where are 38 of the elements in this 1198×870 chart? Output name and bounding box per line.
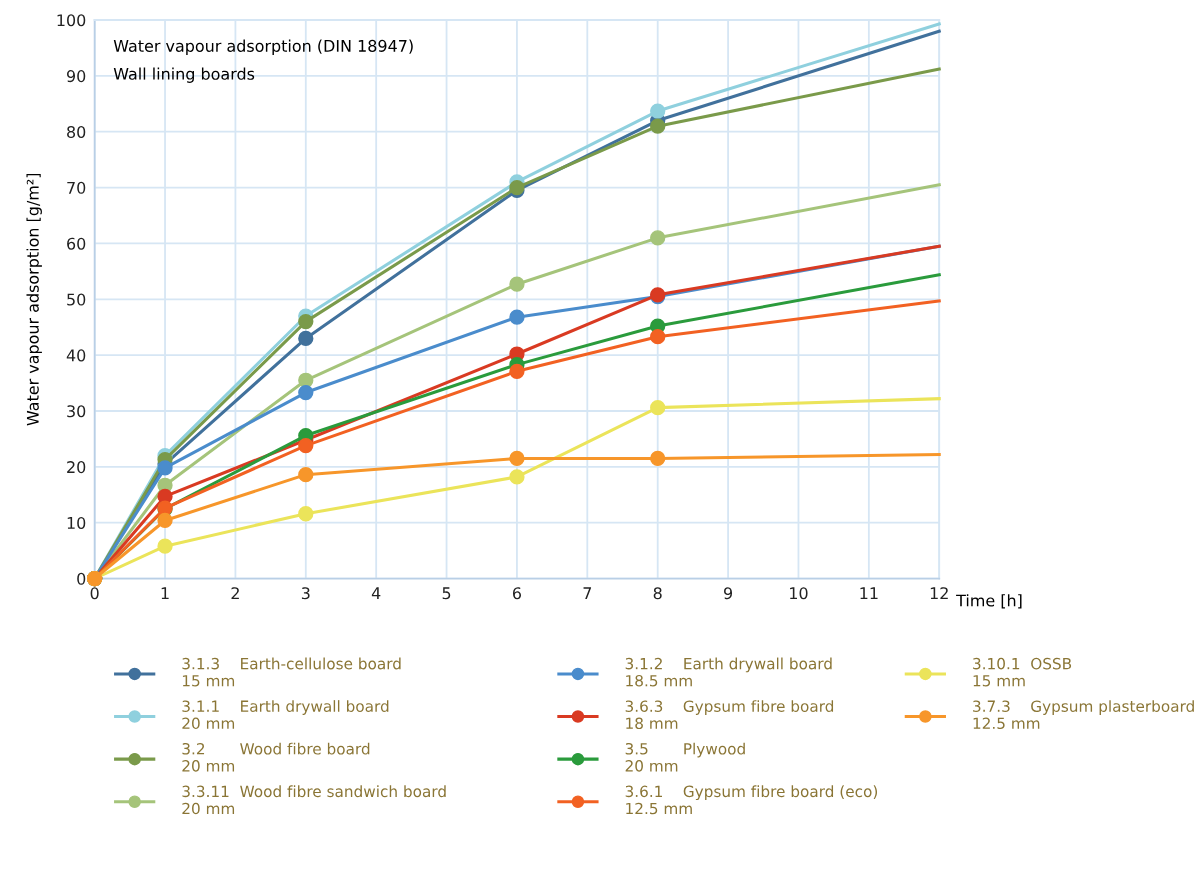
legend-label: 3.1.1 Earth drywall board 20 mm bbox=[182, 700, 389, 730]
x-tick-label: 12 bbox=[930, 587, 948, 600]
y-tick-label: 70 bbox=[67, 181, 86, 194]
legend-label: 3.1.3 Earth-cellulose board 15 mm bbox=[182, 657, 401, 687]
legend-label: 3.10.1 OSSB 15 mm bbox=[973, 657, 1072, 687]
y-tick-label: 0 bbox=[77, 572, 86, 585]
y-axis-title: Water vapour adsorption [g/m²] bbox=[26, 173, 42, 426]
y-tick-label: 90 bbox=[66, 70, 86, 83]
x-tick-label: 3 bbox=[301, 587, 310, 600]
x-tick-label: 4 bbox=[371, 587, 381, 600]
legend-label: 3.6.1 Gypsum fibre board (eco) 12.5 mm bbox=[625, 785, 878, 815]
legend-label: 3.1.2 Earth drywall board 18.5 mm bbox=[625, 657, 832, 687]
x-tick-label: 9 bbox=[724, 587, 733, 600]
y-tick-label: 60 bbox=[67, 237, 86, 250]
legend-label: 3.5 Plywood 20 mm bbox=[625, 742, 745, 772]
y-tick-label: 30 bbox=[67, 405, 86, 418]
x-tick-label: 10 bbox=[790, 587, 808, 600]
annotation: Wall lining boards bbox=[113, 67, 255, 83]
y-tick-label: 100 bbox=[57, 14, 86, 27]
x-tick-label: 2 bbox=[231, 587, 239, 600]
y-tick-label: 50 bbox=[67, 293, 86, 306]
legend-label: 3.2 Wood fibre board 20 mm bbox=[182, 742, 370, 772]
x-tick-label: 1 bbox=[161, 587, 169, 600]
annotation: Water vapour adsorption (DIN 18947) bbox=[113, 39, 413, 56]
x-axis-title: Time [h] bbox=[956, 594, 1022, 609]
x-tick-label: 6 bbox=[512, 587, 522, 600]
legend-label: 3.3.11 Wood fibre sandwich board 20 mm bbox=[182, 785, 446, 815]
x-tick-label: 8 bbox=[653, 587, 662, 600]
y-tick-label: 10 bbox=[67, 516, 86, 529]
x-tick-label: 5 bbox=[442, 587, 451, 600]
legend-label: 3.6.3 Gypsum fibre board 18 mm bbox=[625, 700, 834, 730]
y-tick-label: 40 bbox=[66, 349, 86, 362]
legend-label: 3.7.3 Gypsum plasterboard 12.5 mm bbox=[973, 700, 1194, 730]
y-tick-label: 80 bbox=[67, 125, 86, 139]
y-tick-label: 20 bbox=[67, 461, 86, 474]
x-tick-label: 7 bbox=[583, 587, 592, 600]
x-tick-label: 11 bbox=[860, 587, 878, 600]
x-tick-label: 0 bbox=[90, 587, 99, 600]
